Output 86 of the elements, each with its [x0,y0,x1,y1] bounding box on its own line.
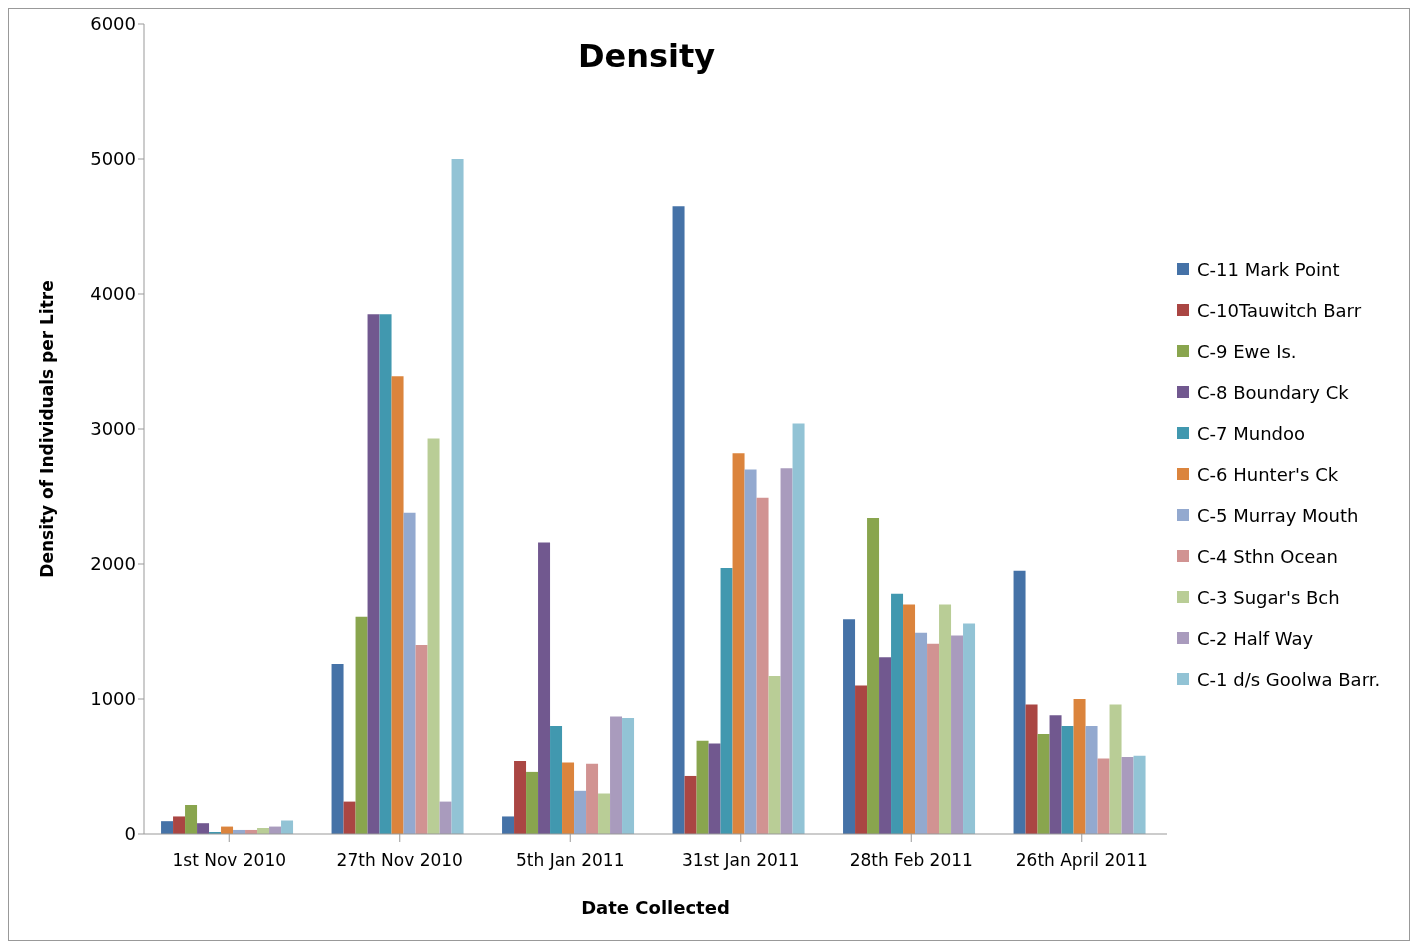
bar [562,762,575,834]
bar [915,632,928,834]
bar [574,790,587,834]
legend-label: C-10Tauwitch Barr [1197,299,1362,321]
bar [391,376,404,834]
bar [879,657,892,834]
bar [173,816,186,834]
bar [1109,704,1122,834]
bar [451,159,464,834]
bar [161,821,174,834]
bar [526,771,539,834]
bar [1061,726,1074,834]
legend-label: C-7 Mundoo [1197,422,1306,444]
bar [403,512,416,834]
bar [963,623,976,834]
y-tick-label: 1000 [90,688,136,710]
bar [951,635,964,834]
bar [756,497,769,834]
bar [1025,704,1038,834]
x-tick-label: 27th Nov 2010 [336,850,463,871]
bar [538,542,551,834]
y-tick-label: 0 [124,823,136,845]
bar [185,804,198,834]
y-tick-label: 2000 [90,553,136,575]
bar [744,469,757,834]
bar [610,716,623,834]
bar [720,568,733,834]
bar [732,453,745,834]
x-axis-title: Date Collected [581,897,730,918]
x-tick-label: 28th Feb 2011 [849,850,973,871]
bar [843,619,856,834]
legend-label: C-8 Boundary Ck [1197,381,1349,403]
x-tick-label: 5th Jan 2011 [515,850,625,871]
bar [903,604,916,834]
y-tick-label: 5000 [90,148,136,170]
bar [1049,715,1062,834]
bar [1133,755,1146,834]
bar [415,645,428,834]
legend-label: C-6 Hunter's Ck [1197,463,1339,485]
y-tick-label: 3000 [90,418,136,440]
bar [379,314,392,834]
bar [939,604,952,834]
bar [927,643,940,834]
bar [439,801,452,834]
bar [792,423,805,834]
bar [1121,757,1134,834]
bar [867,518,880,834]
x-tick-label: 31st Jan 2011 [682,850,800,871]
bar [768,676,781,834]
legend-label: C-5 Murray Mouth [1197,504,1359,526]
bar [855,685,868,834]
bar [550,726,563,834]
bar [1037,734,1050,834]
bar [696,740,709,834]
legend-label: C-3 Sugar's Bch [1197,586,1340,608]
bar [1073,699,1086,834]
bar [780,468,793,834]
bar [502,816,515,834]
bar [598,793,611,834]
y-tick-label: 6000 [90,13,136,35]
bar [891,593,904,834]
bar [708,743,721,834]
bar [1013,570,1026,834]
bar [622,717,635,834]
bar [343,801,356,834]
legend-label: C-2 Half Way [1197,627,1314,649]
bar [1085,726,1098,834]
y-tick-label: 4000 [90,283,136,305]
chart-title: Density [576,37,717,75]
bar [1097,758,1110,834]
bar [197,823,210,834]
legend-label: C-4 Sthn Ocean [1197,545,1338,567]
bar [684,775,697,834]
bar [427,438,440,834]
y-axis-title: Density of Individuals per Litre [37,280,58,578]
bar [514,761,527,834]
bar [331,663,344,834]
legend-label: C-11 Mark Point [1197,258,1340,280]
bar [672,206,685,834]
bar [355,616,368,834]
legend-label: C-9 Ewe Is. [1197,340,1297,362]
bar [367,314,380,834]
x-tick-label: 1st Nov 2010 [172,850,287,871]
x-tick-label: 26th April 2011 [1015,850,1148,871]
legend-label: C-1 d/s Goolwa Barr. [1197,668,1381,690]
bar [586,763,599,834]
